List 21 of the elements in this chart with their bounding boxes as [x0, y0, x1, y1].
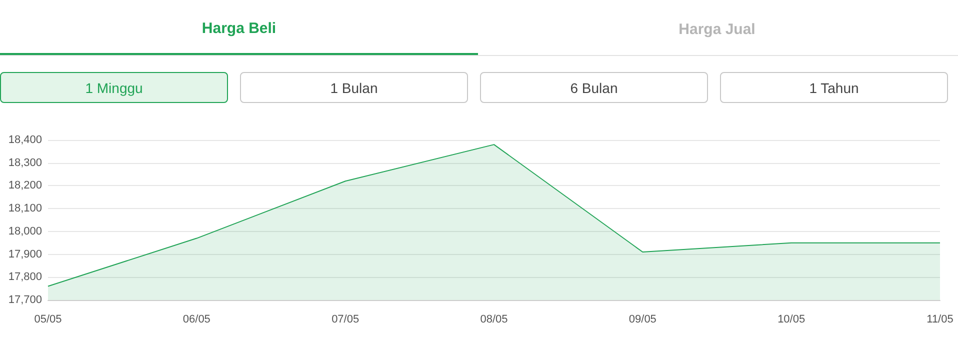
- text: Harga Jual: [678, 20, 756, 40]
- x-tick-label: 09/05: [628, 314, 656, 326]
- text: 1 Minggu: [0, 72, 228, 103]
- y-tick-label: 18,300: [8, 156, 42, 169]
- x-tick-label: 11/05: [926, 314, 954, 326]
- y-tick-label: 18,400: [8, 134, 42, 146]
- x-tick-label: 07/05: [332, 314, 360, 326]
- x-tick-label: 10/05: [778, 314, 806, 326]
- text: 1 Tahun: [720, 72, 948, 103]
- text: Harga Beli: [0, 0, 478, 55]
- y-tick-label: 17,800: [8, 271, 42, 284]
- x-tick-label: 06/05: [182, 314, 210, 326]
- y-tick-label: 17,700: [8, 294, 42, 306]
- x-tick-label: 05/05: [34, 314, 62, 326]
- x-tick-label: 08/05: [480, 314, 508, 326]
- text: 6 Bulan: [480, 72, 708, 103]
- y-tick-label: 18,200: [8, 180, 42, 192]
- y-tick-label: 17,900: [8, 248, 42, 260]
- text: 1 Bulan: [240, 72, 468, 103]
- y-tick-label: 18,100: [8, 202, 42, 215]
- y-tick-label: 18,000: [8, 225, 42, 238]
